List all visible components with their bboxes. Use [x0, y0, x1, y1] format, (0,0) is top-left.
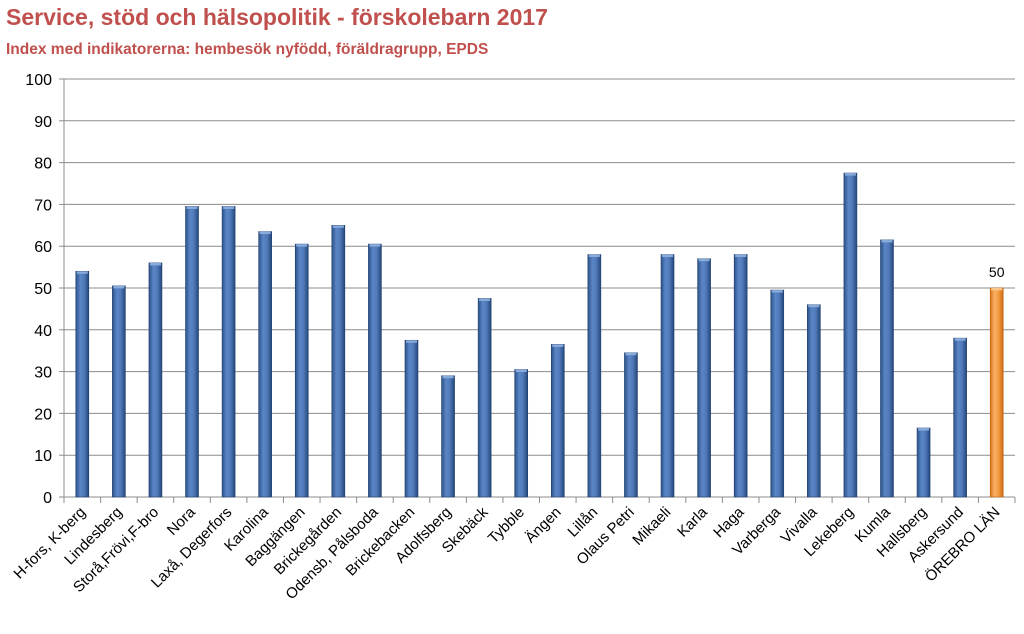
y-tick-label: 50 — [34, 281, 52, 298]
bar-cap-6 — [259, 231, 271, 235]
chart-subtitle: Index med indikatorerna: hembesök nyfödd… — [6, 41, 489, 58]
bar-cap-9 — [369, 244, 381, 247]
bar-12 — [477, 298, 492, 498]
bar-cap-18 — [698, 258, 710, 262]
bar-cap-4 — [186, 206, 198, 209]
y-tick-label: 70 — [34, 197, 52, 214]
bar-cap-25 — [954, 338, 966, 341]
bar-cap-2 — [113, 285, 125, 289]
bar-cap-16 — [625, 352, 637, 356]
bar-cap-22 — [844, 173, 856, 176]
bar-cap-12 — [479, 298, 491, 301]
y-tick-label: 90 — [34, 114, 52, 131]
category-labels: H-fors, K-bergLindesbergStorå,Frövi,F-br… — [10, 503, 1003, 603]
bar-cap-7 — [296, 244, 308, 247]
category-label: Tybble — [485, 504, 528, 547]
bar-cap-13 — [515, 369, 527, 373]
category-label: Karla — [674, 503, 711, 540]
bar-9 — [368, 243, 382, 498]
category-label: Ängen — [522, 504, 565, 547]
y-tick-label: 40 — [34, 323, 52, 340]
y-tick-label: 0 — [43, 490, 52, 507]
bar-cap-21 — [808, 304, 820, 308]
bar-cap-3 — [149, 262, 161, 266]
bar-cap-5 — [223, 206, 235, 209]
bar-cap-11 — [442, 375, 454, 379]
bar-cap-23 — [881, 239, 893, 243]
bar-15 — [587, 254, 602, 498]
y-tick-label: 60 — [34, 239, 52, 256]
bar-20 — [770, 289, 785, 498]
bar-cap-20 — [771, 290, 783, 293]
bar-cap-10 — [405, 340, 417, 343]
bar-18 — [697, 258, 711, 498]
bar-2 — [112, 285, 126, 498]
bar-26 — [989, 287, 1004, 498]
bar-8 — [331, 225, 346, 498]
y-tick-labels: 0 10 20 30 40 50 60 70 80 90 100 — [25, 72, 52, 507]
bar-19 — [733, 254, 748, 498]
bar-cap-8 — [332, 225, 344, 228]
data-label: 50 — [989, 264, 1005, 280]
chart-title: Service, stöd och hälsopolitik - förskol… — [6, 4, 548, 30]
bar-cap-17 — [662, 254, 674, 258]
category-label: Mikaeli — [629, 504, 674, 549]
y-tick-label: 20 — [34, 406, 52, 423]
bar-17 — [660, 254, 675, 498]
bar-cap-26 — [991, 288, 1003, 291]
bar-cap-24 — [918, 428, 930, 431]
bar-23 — [880, 239, 894, 498]
bar-cap-1 — [76, 271, 88, 274]
bar-5 — [221, 206, 236, 498]
bar-1 — [75, 270, 90, 498]
bar-3 — [148, 262, 163, 498]
bar-7 — [294, 243, 309, 498]
axes — [59, 78, 1016, 503]
bar-cap-19 — [735, 254, 747, 258]
data-labels: 50 — [989, 264, 1005, 280]
bar-25 — [953, 337, 967, 498]
bar-11 — [441, 375, 455, 498]
bar-cap-14 — [552, 344, 564, 347]
bars — [75, 172, 1004, 498]
y-tick-label: 80 — [34, 156, 52, 173]
y-tick-label: 100 — [25, 72, 52, 89]
y-tick-label: 10 — [34, 448, 52, 465]
bar-22 — [843, 172, 858, 498]
bar-6 — [258, 231, 272, 498]
bar-cap-15 — [588, 254, 600, 258]
gridlines — [64, 78, 1015, 456]
bar-21 — [807, 304, 821, 498]
bar-10 — [404, 339, 419, 498]
bar-13 — [514, 369, 529, 498]
bar-24 — [916, 427, 931, 498]
y-tick-label: 30 — [34, 365, 52, 382]
bar-4 — [185, 206, 199, 498]
bar-16 — [624, 352, 638, 498]
bar-14 — [550, 344, 565, 498]
